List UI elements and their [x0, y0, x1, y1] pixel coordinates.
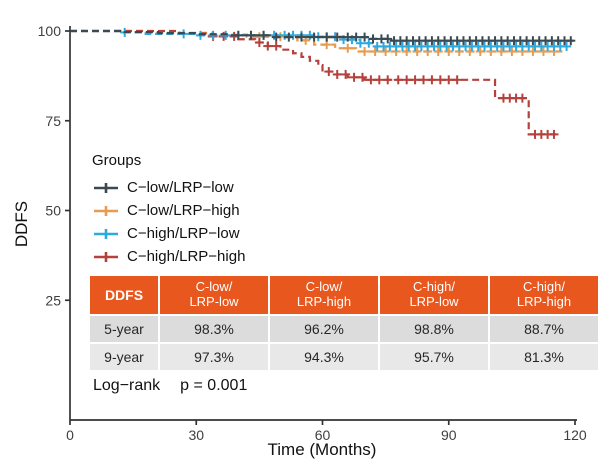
logrank-pvalue: p = 0.001 — [180, 377, 248, 394]
legend-title: Groups — [92, 152, 142, 169]
legend-item-label: C−high/LRP−high — [127, 248, 246, 265]
y-tick-label: 25 — [45, 292, 61, 308]
table-value: 88.7% — [490, 315, 598, 342]
table-corner-cell: DDFS — [90, 276, 158, 314]
survival-results-table: DDFS C-low/ LRP-low C-low/ LRP-high C-hi… — [88, 274, 600, 372]
legend-item-label: C−low/LRP−low — [127, 179, 234, 196]
table-col-header: C-low/ LRP-high — [270, 276, 378, 314]
table-col-header: C-low/ LRP-low — [160, 276, 268, 314]
legend-item-label: C−low/LRP−high — [127, 202, 240, 219]
table-value: 98.8% — [380, 315, 488, 342]
survival-curve-0 — [70, 29, 575, 42]
curve-marker-icon — [94, 182, 118, 193]
table-header-row: DDFS C-low/ LRP-low C-low/ LRP-high C-hi… — [90, 276, 598, 314]
y-tick-label: 50 — [45, 203, 61, 219]
x-tick-label: 0 — [66, 427, 74, 443]
table-row: 5-year 98.3% 96.2% 98.8% 88.7% — [90, 315, 598, 342]
table-value: 95.7% — [380, 343, 488, 370]
x-tick-label: 90 — [441, 427, 457, 443]
table-value: 98.3% — [160, 315, 268, 342]
legend-item: C−low/LRP−high — [92, 199, 245, 222]
table-row: 9-year 97.3% 94.3% 95.7% 81.3% — [90, 343, 598, 370]
legend-item-label: C−high/LRP−low — [127, 225, 240, 242]
table-col-header: C-high/ LRP-high — [490, 276, 598, 314]
legend-item: C−high/LRP−low — [92, 222, 245, 245]
y-tick-label: 100 — [38, 23, 62, 39]
row-label: 9-year — [90, 343, 158, 370]
legend-item: C−high/LRP−high — [92, 245, 245, 268]
table-value: 81.3% — [490, 343, 598, 370]
table-value: 96.2% — [270, 315, 378, 342]
logrank-annotation: Log−rank p = 0.001 — [93, 377, 247, 395]
logrank-label: Log−rank — [93, 377, 161, 394]
curve-marker-icon — [94, 251, 118, 262]
survival-curve-3 — [70, 29, 557, 136]
x-tick-label: 60 — [315, 427, 331, 443]
y-axis-title: DDFS — [12, 200, 31, 248]
curve-marker-icon — [94, 228, 118, 239]
curve-marker-icon — [94, 205, 118, 216]
legend-item: C−low/LRP−low — [92, 176, 245, 199]
legend: Groups C−low/LRP−low C−low/LRP−high C−hi… — [92, 152, 245, 268]
y-tick-label: 75 — [45, 113, 61, 129]
table-value: 94.3% — [270, 343, 378, 370]
x-tick-label: 30 — [188, 427, 204, 443]
row-label: 5-year — [90, 315, 158, 342]
x-tick-label: 120 — [563, 427, 587, 443]
table-value: 97.3% — [160, 343, 268, 370]
table-col-header: C-high/ LRP-low — [380, 276, 488, 314]
x-axis-title: Time (Months) — [267, 440, 377, 459]
